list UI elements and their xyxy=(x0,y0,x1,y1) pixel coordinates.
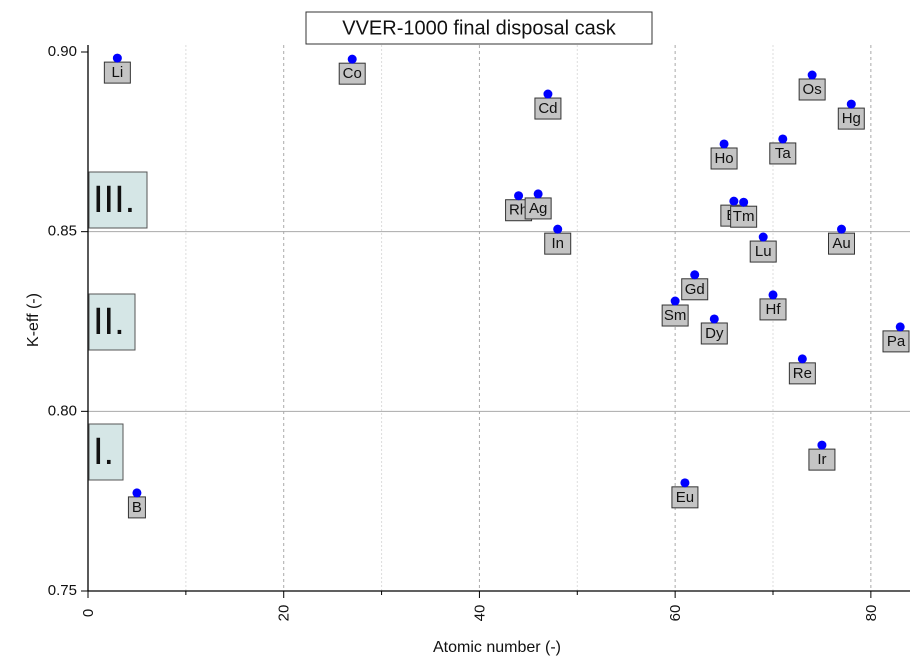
point xyxy=(690,270,700,280)
point xyxy=(758,232,768,242)
x-tick-label: 80 xyxy=(863,605,880,622)
region-label: II. xyxy=(93,301,125,343)
point-label: Co xyxy=(343,65,362,82)
x-tick-label: 60 xyxy=(667,605,684,622)
y-tick-label: 0.80 xyxy=(48,402,77,419)
point xyxy=(837,224,846,234)
region-box xyxy=(88,293,136,351)
point xyxy=(543,89,553,99)
point xyxy=(846,99,856,109)
point xyxy=(680,478,690,488)
point xyxy=(807,70,817,80)
point xyxy=(797,354,807,364)
region-label: III. xyxy=(93,179,135,221)
point-label: Li xyxy=(112,64,124,81)
x-tick-label: 20 xyxy=(276,605,293,622)
region-box xyxy=(88,171,148,229)
point-label: Rh xyxy=(509,202,528,219)
region-box xyxy=(88,423,124,481)
point xyxy=(132,488,142,498)
title-box xyxy=(305,11,653,45)
y-tick-label: 0.90 xyxy=(48,43,77,60)
point-label: Eu xyxy=(676,489,694,506)
y-tick-label: 0.85 xyxy=(48,223,77,240)
point xyxy=(347,54,357,64)
label-box xyxy=(882,330,910,353)
x-tick-label: 0 xyxy=(80,609,97,617)
point xyxy=(719,139,729,149)
point-label: Ir xyxy=(817,451,826,468)
point xyxy=(739,197,749,207)
point-label: Gd xyxy=(685,281,705,298)
point xyxy=(778,134,788,144)
point-label: Dy xyxy=(705,325,724,342)
point-label: Hf xyxy=(766,301,782,318)
point-label: Re xyxy=(793,365,812,382)
point xyxy=(112,53,122,63)
point-label: Ag xyxy=(529,200,547,217)
point xyxy=(709,314,719,324)
point-label: B xyxy=(132,499,142,516)
point-label: Ta xyxy=(775,145,792,162)
point xyxy=(817,440,827,450)
point xyxy=(533,189,543,199)
y-axis-label: K-eff (-) xyxy=(25,293,42,347)
region-label: I. xyxy=(93,431,114,473)
point-label: Pa xyxy=(887,333,906,350)
point xyxy=(514,191,524,201)
point-label: Tm xyxy=(733,208,755,225)
point xyxy=(729,196,739,206)
y-tick-label: 0.75 xyxy=(48,582,77,599)
point-label: Lu xyxy=(755,243,772,260)
point-label: Cd xyxy=(538,100,557,117)
point-label: In xyxy=(551,235,564,252)
x-tick-label: 40 xyxy=(471,605,488,622)
point-label: Ho xyxy=(714,150,733,167)
point-label: Sm xyxy=(664,307,687,324)
x-axis-label: Atomic number (-) xyxy=(433,639,561,656)
point xyxy=(553,224,563,234)
point-label: Os xyxy=(803,81,822,98)
point xyxy=(768,290,778,300)
point-label: Hg xyxy=(842,110,861,127)
point-label: Au xyxy=(832,235,850,252)
point xyxy=(895,322,905,332)
point xyxy=(670,296,680,306)
chart-title: VVER-1000 final disposal cask xyxy=(342,17,616,39)
